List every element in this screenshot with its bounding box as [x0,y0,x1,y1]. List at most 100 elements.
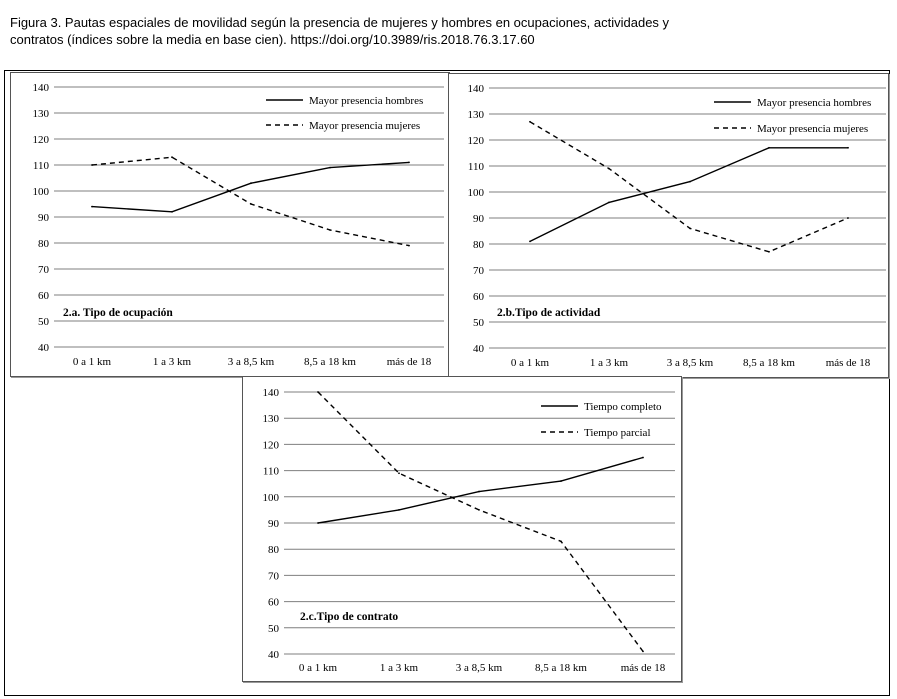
data-point [408,244,410,247]
x-tick-label: 8,5 a 18 km [304,356,356,368]
y-tick-label: 90 [38,212,50,224]
x-tick-label: 1 a 3 km [380,662,419,674]
data-point [529,240,531,243]
chart-title: 2.a. Tipo de ocupación [63,307,173,319]
data-point [91,205,93,208]
y-tick-label: 70 [38,264,50,276]
data-point [478,509,480,511]
y-tick-label: 120 [468,135,485,147]
data-point [608,167,610,170]
line-chart-ocupacion: 40 50 60 70 80 90 100 110 120 130 140 0 a 1 km 1 a 3… [33,82,444,368]
data-point [329,229,331,231]
x-tick-label: 8,5 a 18 km [535,662,587,674]
legend-label: Mayor presencia hombres [309,95,423,107]
x-tick-label: más de 18 [826,357,871,369]
line-chart-actividad: 40 50 60 70 80 90 100 110 120 130 140 0 a 1 km 1 a 3… [468,83,886,369]
chart-panel-contrato: 40 50 60 70 80 90 100 110 120 130 140 0 a 1 km 1 a 3… [242,376,682,682]
legend-label: Tiempo parcial [584,427,651,439]
x-tick-label: 3 a 8,5 km [456,662,503,674]
y-tick-label: 130 [468,109,485,121]
data-point [398,472,400,475]
x-tick-label: más de 18 [387,356,432,368]
y-tick-label: 90 [473,213,485,225]
y-tick-label: 40 [38,342,50,354]
y-tick-label: 50 [38,316,50,328]
legend-label: Mayor presencia mujeres [309,120,420,132]
y-tick-label: 50 [268,623,280,635]
data-point [329,166,331,169]
data-point [768,146,770,149]
legend-label: Mayor presencia mujeres [757,123,868,135]
data-point [529,120,531,123]
data-point [250,182,252,185]
x-tick-label: más de 18 [621,662,666,674]
y-tick-label: 100 [33,186,50,198]
x-tick-label: 0 a 1 km [73,356,112,368]
y-tick-label: 80 [473,239,485,251]
data-point [642,456,644,459]
data-point [398,509,400,511]
data-point [768,250,770,253]
y-tick-label: 60 [268,597,280,609]
y-tick-label: 110 [33,160,50,172]
y-tick-label: 140 [33,82,50,94]
y-tick-label: 130 [33,108,50,120]
data-point [608,201,610,204]
data-point [478,490,480,493]
chart-title: 2.b.Tipo de actividad [497,307,601,319]
legend-label: Mayor presencia hombres [757,97,871,109]
y-tick-label: 50 [473,317,485,329]
data-point [317,522,319,524]
y-tick-label: 70 [473,265,485,277]
data-point [91,164,93,166]
y-tick-label: 100 [263,492,280,504]
line-chart-contrato: 40 50 60 70 80 90 100 110 120 130 140 0 a 1 km 1 a 3… [263,387,675,674]
data-point [317,391,319,393]
y-tick-label: 90 [268,518,280,530]
x-tick-label: 8,5 a 18 km [743,357,795,369]
y-tick-label: 60 [473,291,485,303]
y-tick-label: 80 [268,544,280,556]
data-point [642,650,644,653]
y-tick-label: 70 [268,570,280,582]
x-tick-label: 1 a 3 km [153,356,192,368]
y-tick-label: 40 [473,343,485,355]
figure-frame [4,70,890,696]
data-point [171,210,173,213]
series-line-dashed [529,121,849,253]
x-tick-label: 0 a 1 km [511,357,550,369]
data-point [847,146,849,149]
x-tick-label: 3 a 8,5 km [667,357,714,369]
data-point [560,540,562,543]
series-line-dashed [91,156,410,247]
y-tick-label: 100 [468,187,485,199]
figure-caption: Figura 3. Pautas espaciales de movilidad… [10,14,880,48]
legend-label: Tiempo completo [584,401,662,413]
y-tick-label: 130 [263,413,280,425]
y-tick-label: 140 [468,83,485,95]
y-tick-label: 140 [263,387,280,399]
x-tick-label: 3 a 8,5 km [228,356,275,368]
chart-panel-actividad: 40 50 60 70 80 90 100 110 120 130 140 0 a 1 km 1 a 3… [448,73,889,378]
y-tick-label: 110 [468,161,485,173]
caption-line-2: contratos (índices sobre la media en bas… [10,32,535,47]
chart-title: 2.c.Tipo de contrato [300,611,398,623]
caption-line-1: Figura 3. Pautas espaciales de movilidad… [10,15,670,30]
x-tick-label: 1 a 3 km [590,357,629,369]
data-point [689,180,691,183]
y-tick-label: 40 [268,649,280,661]
data-point [408,161,410,164]
data-point [560,480,562,482]
y-tick-label: 120 [33,134,50,146]
y-tick-label: 120 [263,439,280,451]
x-tick-label: 0 a 1 km [299,662,338,674]
series-line-solid [317,456,644,524]
y-tick-label: 60 [38,290,50,302]
y-tick-label: 80 [38,238,50,250]
y-tick-label: 110 [263,466,280,478]
data-point [171,156,173,159]
data-point [847,217,849,219]
chart-panel-ocupacion: 40 50 60 70 80 90 100 110 120 130 140 0 a 1 km 1 a 3… [10,72,450,377]
data-point [689,227,691,230]
data-point [250,203,252,205]
